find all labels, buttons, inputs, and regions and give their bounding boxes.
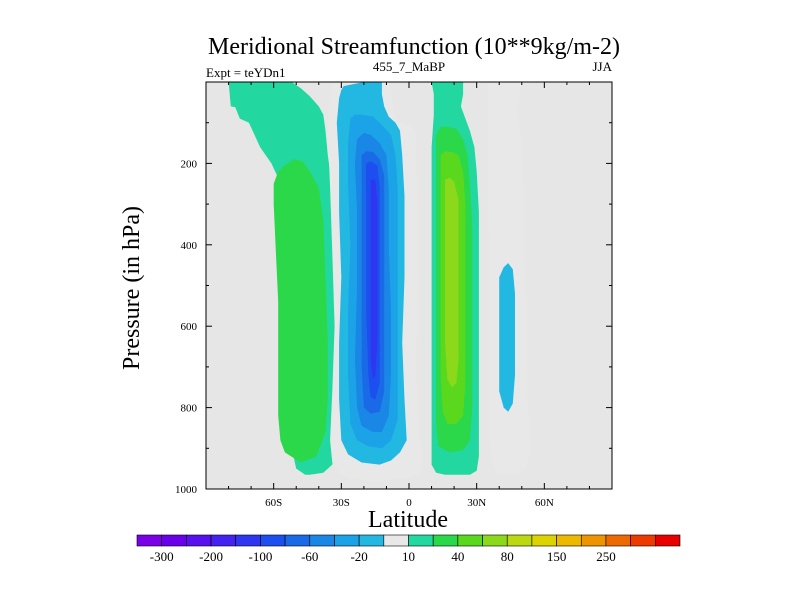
y-tick-label: 200 — [181, 158, 198, 170]
colorbar-label: 10 — [402, 549, 415, 564]
axes: 60S 30S 0 30N 60N 200 400 600 800 1000 — [175, 81, 613, 509]
colorbar-swatch — [605, 534, 631, 547]
contour-nh-negative-m20 — [499, 263, 515, 412]
x-tick-label: 60S — [265, 497, 282, 509]
colorbar-swatch — [506, 534, 533, 547]
colorbar-swatch — [210, 534, 237, 547]
colorbar-swatch — [580, 534, 607, 547]
colorbar-swatch — [482, 534, 508, 547]
colorbar-swatch — [383, 534, 409, 547]
colorbar-label: -300 — [150, 549, 174, 564]
x-tick-label: 30S — [333, 497, 350, 509]
chart-title: Meridional Streamfunction (10**9kg/m-2) — [208, 34, 620, 60]
y-tick-label: 800 — [181, 403, 198, 415]
colorbar: -300 -200 -100 -60 -20 10 40 80 150 250 — [136, 534, 681, 564]
colorbar-swatch — [260, 534, 286, 547]
colorbar-swatch — [457, 534, 483, 547]
colorbar-label: 150 — [547, 549, 567, 564]
colorbar-swatch — [630, 534, 656, 547]
colorbar-label: -100 — [248, 549, 272, 564]
x-tick-label: 60N — [535, 497, 554, 509]
colorbar-label: -60 — [301, 549, 318, 564]
colorbar-swatch — [432, 534, 459, 547]
colorbar-swatch — [284, 534, 311, 547]
colorbar-label: 80 — [501, 549, 514, 564]
x-tick-label: 0 — [406, 497, 412, 509]
colorbar-swatch — [655, 534, 681, 547]
y-tick-label: 400 — [181, 240, 198, 252]
colorbar-label: -20 — [350, 549, 367, 564]
colorbar-swatch — [136, 534, 162, 547]
colorbar-swatch — [309, 534, 335, 547]
colorbar-swatch — [235, 534, 261, 547]
colorbar-label: -200 — [199, 549, 223, 564]
colorbar-label: 40 — [451, 549, 464, 564]
y-tick-label: 1000 — [175, 484, 198, 496]
season-label: JJA — [592, 59, 612, 74]
colorbar-swatch — [531, 534, 557, 547]
y-axis-label: Pressure (in hPa) — [119, 206, 145, 370]
colorbar-swatch — [186, 534, 212, 547]
colorbar-swatch — [408, 534, 434, 547]
colorbar-swatch — [358, 534, 385, 547]
y-tick-label: 600 — [181, 321, 198, 333]
x-tick-label: 30N — [467, 497, 486, 509]
experiment-label: Expt = teYDn1 — [206, 65, 286, 80]
colorbar-swatch — [334, 534, 360, 547]
contour-sh-outer-40 — [273, 159, 328, 463]
plot-area — [206, 82, 612, 489]
contour-nh-positive-150 — [445, 177, 459, 388]
colorbar-swatch — [556, 534, 582, 547]
period-label: 455_7_MaBP — [373, 59, 445, 74]
x-axis-label: Latitude — [368, 507, 448, 533]
contour-sh-inner-m150 — [370, 179, 378, 380]
colorbar-label: 250 — [596, 549, 616, 564]
colorbar-swatch — [161, 534, 187, 547]
